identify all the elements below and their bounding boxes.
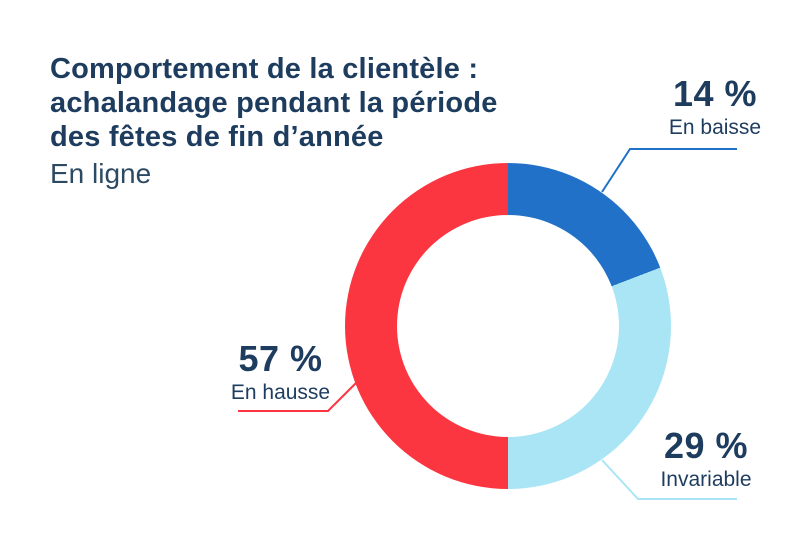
value-invariable: 29 % (663, 425, 749, 466)
callout-line-en-baisse (601, 148, 737, 193)
label-invariable: 29 % Invariable (630, 426, 782, 492)
chart-title-line-1: Comportement de la clientèle : (50, 53, 479, 85)
label-en-hausse: 57 % En hausse (198, 339, 363, 405)
value-en-baisse: 14 % (672, 73, 758, 114)
donut-hole (397, 215, 619, 437)
chart-title: Comportement de la clientèle : achalanda… (50, 52, 550, 154)
chart-title-line-3: des fêtes de fin d’année (50, 121, 384, 153)
donut-chart (345, 163, 671, 489)
label-en-baisse: 14 % En baisse (640, 74, 790, 140)
category-invariable: Invariable (660, 468, 752, 491)
category-en-baisse: En baisse (668, 116, 762, 139)
chart-title-line-2: achalandage pendant la période (50, 87, 498, 119)
chart-subtitle: En ligne (50, 158, 152, 189)
category-en-hausse: En hausse (230, 381, 331, 404)
value-en-hausse: 57 % (238, 338, 323, 379)
